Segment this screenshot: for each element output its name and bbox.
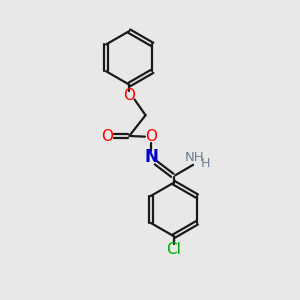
Text: NH: NH: [185, 151, 204, 164]
Text: N: N: [145, 148, 158, 166]
Text: H: H: [201, 157, 210, 170]
Text: O: O: [123, 88, 135, 104]
Text: O: O: [101, 128, 113, 143]
Text: Cl: Cl: [166, 242, 181, 257]
Text: O: O: [146, 129, 158, 144]
